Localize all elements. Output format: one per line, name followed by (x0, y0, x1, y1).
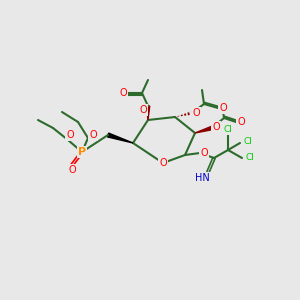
Text: P: P (78, 147, 86, 157)
Text: O: O (200, 148, 208, 158)
Text: Cl: Cl (246, 154, 254, 163)
Text: Cl: Cl (244, 136, 252, 146)
Text: Cl: Cl (224, 124, 232, 134)
Text: O: O (89, 130, 97, 140)
Polygon shape (107, 133, 133, 143)
Text: O: O (68, 165, 76, 175)
Text: O: O (237, 117, 245, 127)
Polygon shape (146, 106, 150, 120)
Text: O: O (139, 105, 147, 115)
Text: O: O (212, 122, 220, 132)
Text: HN: HN (195, 173, 209, 183)
Polygon shape (195, 126, 212, 133)
Text: O: O (219, 103, 227, 113)
Text: O: O (119, 88, 127, 98)
Text: O: O (159, 158, 167, 168)
Text: O: O (192, 108, 200, 118)
Text: O: O (66, 130, 74, 140)
